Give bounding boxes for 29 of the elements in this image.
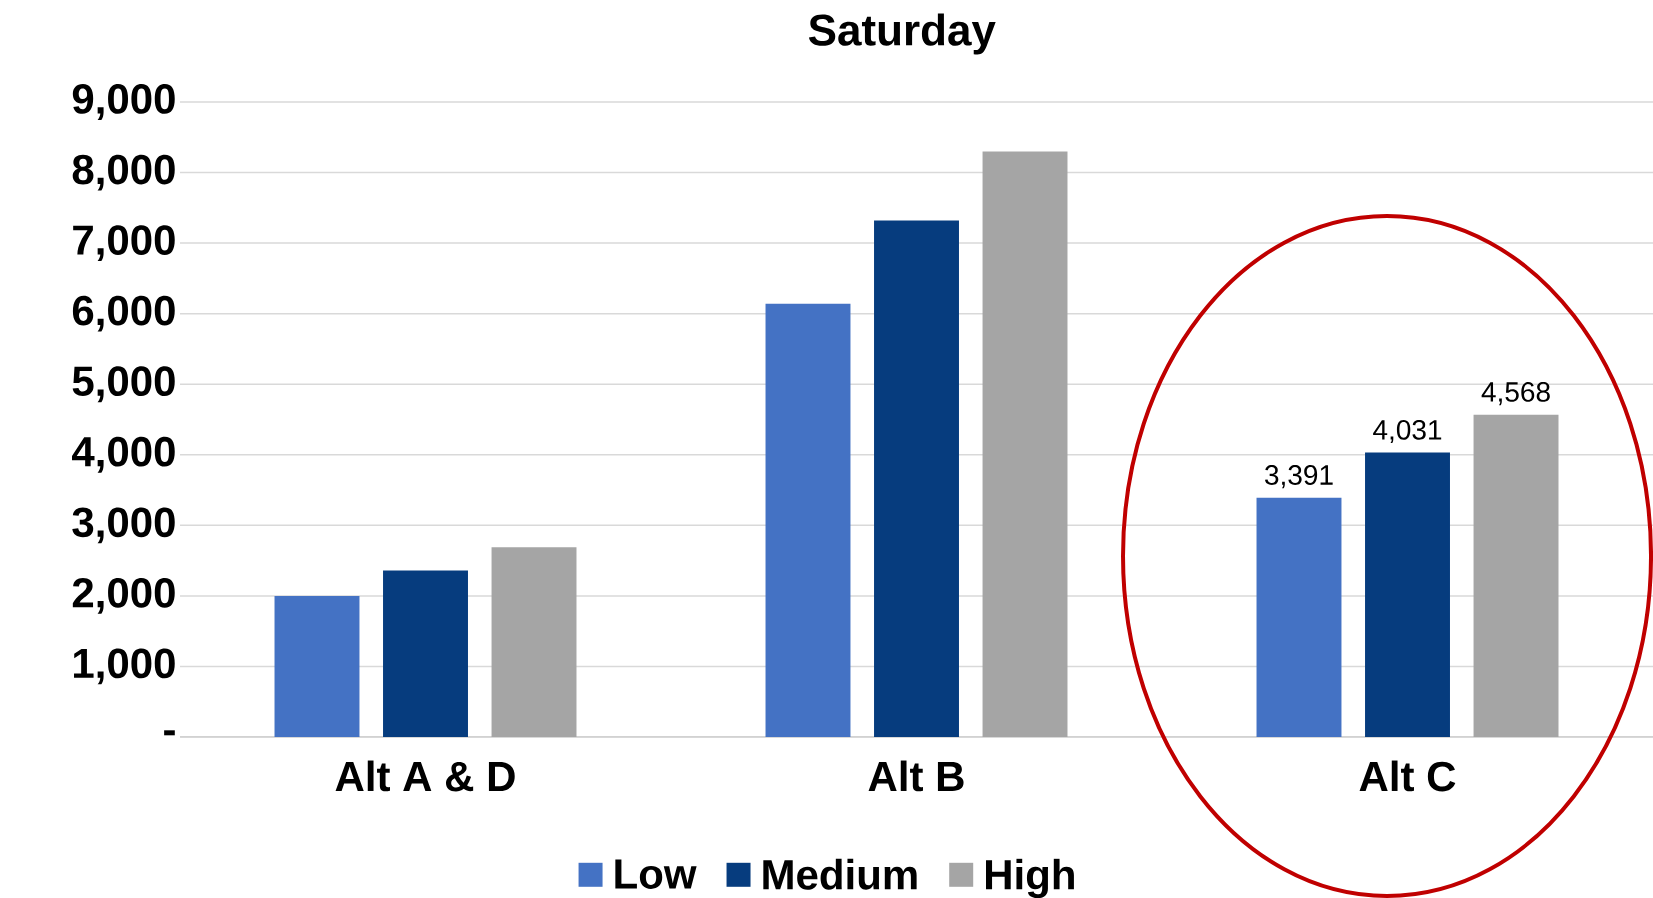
bar [765, 303, 851, 737]
x-tick-label: Alt C [1359, 760, 1456, 792]
bar [874, 220, 959, 737]
data-label: 4,031 [1373, 419, 1442, 444]
bar [274, 595, 360, 737]
y-tick-label: 9,000 [72, 84, 175, 120]
bar [383, 570, 468, 737]
bar [1473, 414, 1559, 737]
bar [491, 547, 577, 737]
y-tick-label: 7,000 [73, 225, 175, 262]
y-tick-label: 8,000 [72, 154, 175, 191]
y-tick-label: 6,000 [72, 295, 175, 332]
legend-label: Low [615, 859, 697, 889]
bar [1256, 497, 1342, 737]
y-tick-label: 5,000 [72, 366, 175, 403]
chart-title: Saturday [808, 13, 996, 55]
x-tick-label: Alt A & D [335, 760, 515, 792]
bar [1365, 452, 1450, 737]
y-tick-label: 4,000 [72, 436, 175, 473]
y-tick-label: - [164, 730, 175, 736]
data-label: 3,391 [1265, 465, 1333, 489]
bar [982, 151, 1068, 737]
data-label: 4,568 [1481, 382, 1550, 406]
x-tick-label: Alt B [868, 760, 964, 792]
y-tick-label: 1,000 [74, 648, 175, 685]
y-tick-label: 2,000 [72, 577, 175, 614]
legend-label: Medium [763, 858, 917, 890]
y-tick-label: 3,000 [72, 507, 175, 544]
legend-label: High [986, 858, 1074, 898]
